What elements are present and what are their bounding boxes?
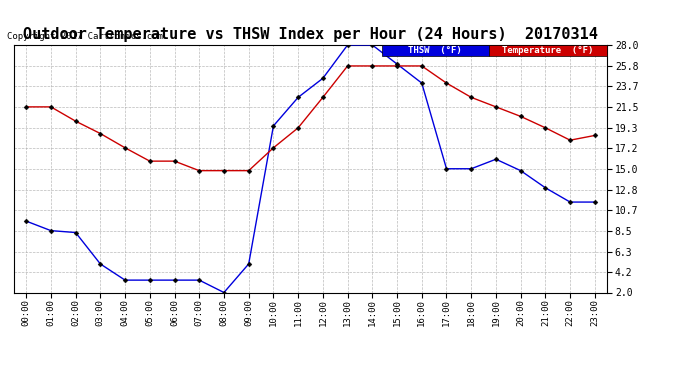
- Text: THSW  (°F): THSW (°F): [408, 46, 462, 55]
- FancyBboxPatch shape: [382, 45, 489, 56]
- FancyBboxPatch shape: [489, 45, 607, 56]
- Title: Outdoor Temperature vs THSW Index per Hour (24 Hours)  20170314: Outdoor Temperature vs THSW Index per Ho…: [23, 27, 598, 42]
- Text: Copyright 2017 Cartronics.com: Copyright 2017 Cartronics.com: [7, 32, 163, 41]
- Text: Temperature  (°F): Temperature (°F): [502, 46, 593, 55]
